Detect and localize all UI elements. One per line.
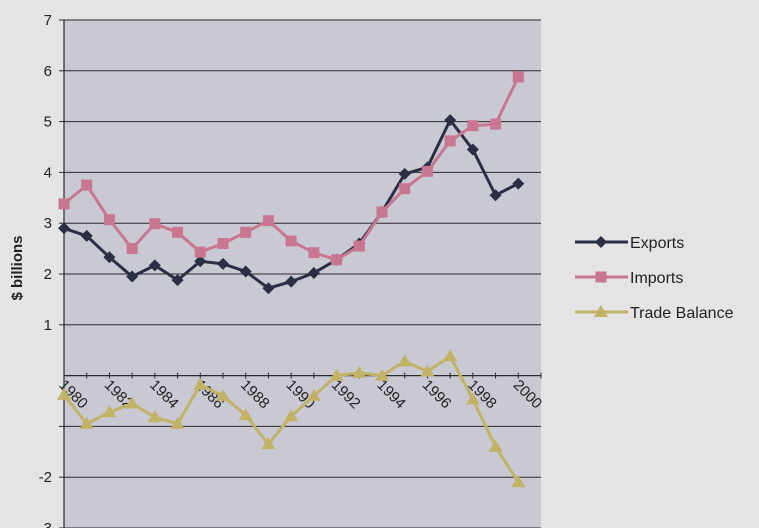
y-tick-label: -2 (39, 469, 52, 486)
data-point (489, 189, 502, 202)
data-point (239, 265, 252, 278)
series-layer (57, 71, 526, 488)
data-point (171, 274, 184, 287)
data-point (240, 226, 252, 238)
data-point (329, 368, 344, 381)
legend: Exports Imports Trade Balance (575, 235, 734, 322)
gridlines (64, 19, 541, 528)
data-point (216, 388, 230, 401)
data-point (79, 416, 94, 429)
data-point (398, 167, 411, 180)
legend-label: Exports (630, 235, 684, 252)
y-tick-label: 6 (44, 63, 52, 80)
data-point (194, 255, 207, 268)
data-point (488, 439, 503, 452)
series-trade-balance (57, 349, 526, 488)
data-point (217, 238, 229, 250)
series-exports (58, 114, 525, 295)
legend-label: Trade Balance (630, 305, 734, 322)
data-point (58, 198, 70, 210)
data-point (307, 266, 320, 279)
data-point (125, 396, 140, 409)
data-point (331, 254, 343, 266)
data-point (148, 259, 161, 272)
data-point (308, 247, 320, 259)
data-point (466, 143, 479, 156)
data-point (80, 229, 93, 242)
data-point (217, 257, 229, 270)
data-point (262, 282, 275, 295)
y-axis: -3 -2 1 2 3 4 5 6 7 (39, 12, 65, 528)
data-point (238, 408, 253, 421)
data-point (512, 71, 524, 83)
data-point (149, 218, 161, 230)
data-point (306, 388, 321, 401)
y-tick-label: 5 (44, 114, 52, 131)
y-axis-label: $ billions (9, 235, 26, 300)
data-point (126, 243, 138, 255)
y-tick-label: 4 (44, 164, 52, 181)
legend-item: Trade Balance (575, 305, 734, 322)
data-point (512, 177, 525, 190)
data-point (399, 183, 411, 195)
data-point (194, 246, 206, 258)
data-point (465, 392, 480, 405)
data-point (102, 405, 117, 418)
legend-marker (595, 271, 607, 283)
data-point (262, 215, 274, 227)
data-point (353, 240, 365, 252)
data-point (443, 349, 458, 362)
data-point (193, 377, 208, 390)
data-point (467, 120, 479, 132)
data-point (444, 135, 456, 147)
data-point (170, 416, 185, 429)
legend-marker (595, 236, 607, 248)
data-point (147, 410, 162, 423)
data-point (511, 475, 526, 488)
data-point (352, 366, 367, 379)
data-point (375, 368, 389, 381)
data-point (103, 214, 115, 226)
data-point (58, 222, 70, 235)
legend-label: Imports (630, 270, 683, 287)
data-point (103, 251, 116, 264)
legend-item: Exports (575, 235, 684, 252)
y-tick-label: 7 (44, 12, 52, 29)
data-point (421, 165, 433, 177)
legend-item: Imports (575, 270, 683, 287)
data-point (81, 179, 93, 191)
y-tick-label: 1 (44, 317, 52, 334)
data-point (420, 364, 435, 377)
legend-marker (594, 305, 608, 317)
data-point (490, 118, 502, 130)
data-point (126, 270, 139, 283)
data-point (285, 275, 298, 288)
data-point (284, 409, 299, 422)
y-tick-label: 2 (44, 266, 52, 283)
data-point (397, 354, 412, 367)
data-point (376, 206, 388, 218)
data-point (444, 114, 457, 127)
series-imports (58, 71, 524, 266)
data-point (261, 437, 276, 450)
y-tick-label: -3 (39, 520, 52, 528)
data-point (285, 235, 297, 247)
y-tick-label: 3 (44, 215, 52, 232)
data-point (172, 226, 184, 238)
data-point (57, 387, 71, 400)
